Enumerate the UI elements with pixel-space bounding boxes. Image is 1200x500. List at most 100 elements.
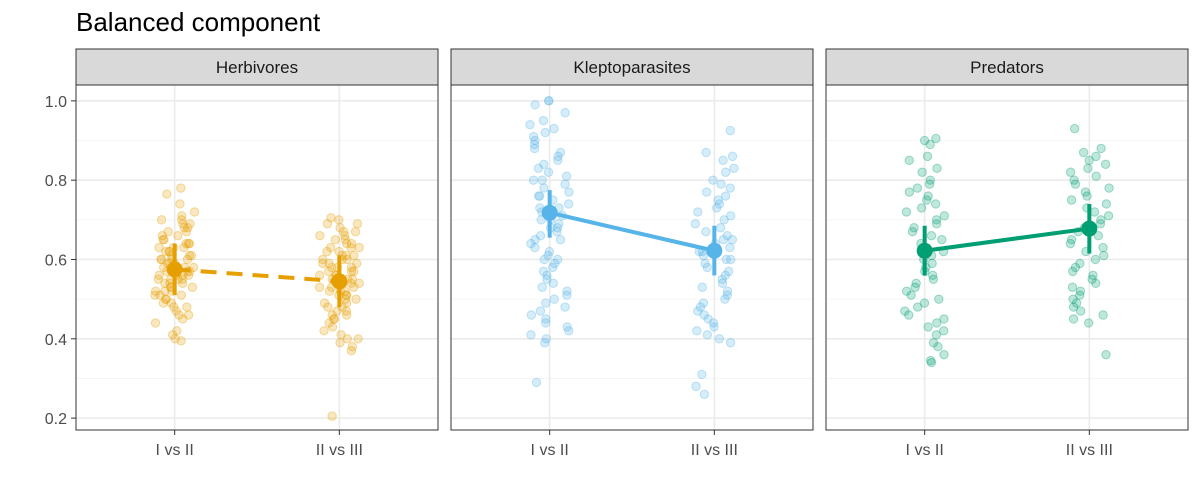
data-point xyxy=(335,338,345,348)
data-point xyxy=(535,230,546,241)
data-point xyxy=(533,191,544,201)
data-point xyxy=(722,290,732,300)
data-point xyxy=(169,302,179,312)
data-point xyxy=(322,246,332,257)
data-point xyxy=(939,349,949,360)
data-point xyxy=(1084,155,1094,166)
strip-label: Herbivores xyxy=(216,58,298,77)
data-point xyxy=(1075,290,1085,300)
x-tick-label: I vs II xyxy=(906,442,944,459)
data-point xyxy=(715,223,726,233)
x-tick-label: II vs III xyxy=(1066,442,1113,459)
data-point xyxy=(1066,234,1077,245)
data-point xyxy=(334,215,344,225)
data-point xyxy=(342,254,352,265)
chart-title: Balanced component xyxy=(76,7,321,37)
data-point xyxy=(1098,310,1108,320)
data-point xyxy=(318,254,328,265)
data-point xyxy=(716,179,726,189)
data-point xyxy=(1075,258,1085,269)
data-point xyxy=(177,211,187,221)
data-point xyxy=(1070,179,1081,189)
data-point xyxy=(183,238,194,249)
data-point xyxy=(560,108,570,118)
data-point xyxy=(158,298,169,308)
data-point xyxy=(539,159,549,170)
data-point xyxy=(702,330,713,340)
data-point xyxy=(1065,167,1076,177)
data-point xyxy=(327,310,337,320)
data-point xyxy=(549,123,559,134)
data-point xyxy=(352,258,362,269)
data-point xyxy=(315,230,325,241)
data-point xyxy=(928,270,938,281)
data-point xyxy=(563,199,574,209)
data-point xyxy=(319,298,330,308)
data-point xyxy=(542,270,552,281)
data-point xyxy=(912,183,923,193)
data-point xyxy=(178,219,188,229)
data-point xyxy=(330,234,340,245)
data-point xyxy=(325,242,336,253)
x-tick-label: II vs III xyxy=(316,442,363,459)
data-point xyxy=(161,294,171,304)
data-point xyxy=(346,266,357,277)
data-point xyxy=(930,199,941,209)
data-point xyxy=(327,411,337,421)
data-point xyxy=(347,342,358,352)
data-point xyxy=(726,211,736,221)
x-tick-label: II vs III xyxy=(691,442,738,459)
data-point xyxy=(158,234,168,245)
data-point xyxy=(1071,298,1082,308)
data-point xyxy=(1069,123,1080,134)
data-point xyxy=(720,167,731,177)
data-point xyxy=(346,262,357,273)
data-point xyxy=(542,274,552,285)
data-point xyxy=(544,96,554,106)
data-point xyxy=(541,314,551,324)
data-point xyxy=(722,286,733,296)
data-point xyxy=(721,254,731,265)
data-point xyxy=(537,282,547,292)
data-point xyxy=(150,290,160,300)
data-point xyxy=(560,179,570,189)
panel-border xyxy=(825,84,1189,431)
data-point xyxy=(335,223,345,233)
data-point xyxy=(697,369,707,380)
data-point xyxy=(177,314,188,324)
y-tick-label: 0.6 xyxy=(45,252,67,269)
data-point xyxy=(181,238,191,249)
data-point xyxy=(342,238,352,249)
data-point xyxy=(342,290,352,300)
data-point xyxy=(159,234,169,245)
data-point xyxy=(919,298,930,308)
data-point xyxy=(540,127,550,138)
panel-predators: Predators I vs II II vs III xyxy=(825,48,1189,459)
data-point xyxy=(548,278,558,288)
data-point xyxy=(713,195,723,205)
mean-point xyxy=(331,273,348,290)
data-point xyxy=(342,310,352,320)
data-point xyxy=(901,286,912,296)
data-point xyxy=(161,246,171,257)
data-point xyxy=(349,250,359,261)
mean-point xyxy=(916,242,933,259)
data-point xyxy=(1100,159,1111,170)
data-point xyxy=(910,282,920,292)
data-point xyxy=(1090,254,1101,265)
data-point xyxy=(1069,175,1079,185)
data-point xyxy=(340,294,351,304)
data-point xyxy=(324,286,335,296)
data-point xyxy=(540,338,550,348)
data-point xyxy=(555,147,566,158)
data-point xyxy=(928,274,939,285)
panel-border xyxy=(75,84,439,431)
strip-label: Kleptoparasites xyxy=(573,58,690,77)
strip-label: Predators xyxy=(970,58,1044,77)
data-point xyxy=(1096,143,1106,154)
data-point xyxy=(552,254,563,265)
data-point xyxy=(699,389,710,400)
data-point xyxy=(693,207,703,217)
panel-herbivores: Herbivores I vs II II vs III xyxy=(75,48,439,459)
data-point xyxy=(1082,191,1092,201)
